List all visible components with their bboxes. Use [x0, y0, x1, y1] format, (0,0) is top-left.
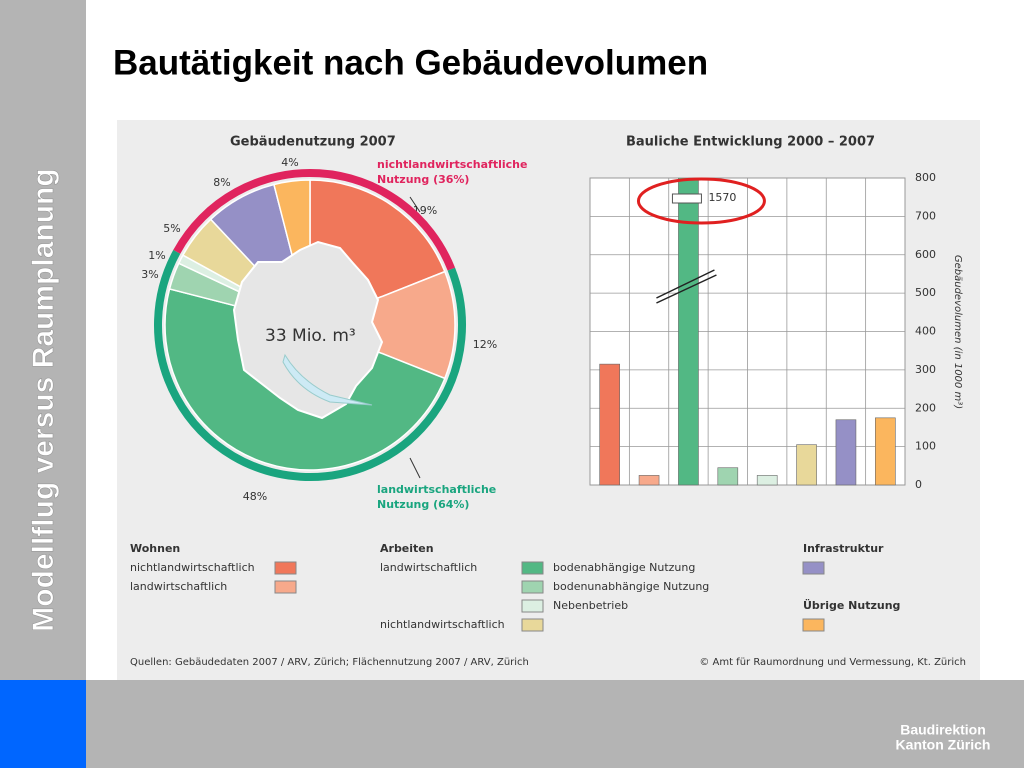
group-label: Nutzung (36%) [377, 173, 469, 186]
legend-swatch [521, 599, 544, 613]
bar [875, 417, 896, 486]
break-marker [671, 193, 702, 204]
legend-title: Infrastruktur [803, 542, 884, 555]
legend-swatch [521, 580, 544, 594]
group-ring [173, 169, 456, 271]
bar [756, 475, 778, 486]
bar [678, 178, 699, 486]
y-tick-label: 300 [915, 363, 936, 376]
slice-label: 8% [213, 176, 230, 189]
axis-break [656, 269, 715, 299]
bar [796, 444, 817, 486]
legend-label: landwirtschaftlich [380, 561, 477, 574]
y-tick-label: 0 [915, 478, 922, 491]
y-tick-label: 500 [915, 286, 936, 299]
center-label: 33 Mio. m³ [265, 326, 356, 346]
legend-swatch [802, 561, 825, 575]
y-tick-label: 100 [915, 440, 936, 453]
slice-label: 12% [473, 338, 497, 351]
slice-label: 3% [141, 268, 158, 281]
value-label: 1570 [708, 191, 736, 204]
legend-swatch [802, 618, 825, 632]
legend-label: Nebenbetrieb [553, 599, 628, 612]
y-tick-label: 700 [915, 209, 936, 222]
sidebar-text: Modellflug versus Raumplanung [27, 168, 60, 631]
legend-swatch [274, 580, 297, 594]
bar [717, 467, 739, 486]
group-label: nichtlandwirtschaftliche [377, 158, 527, 171]
legend-label: bodenabhängige Nutzung [553, 561, 695, 574]
y-tick-label: 600 [915, 248, 936, 261]
logo-line: Kanton Zürich [896, 737, 991, 753]
leader [409, 457, 421, 479]
bars [599, 178, 896, 486]
city-map [232, 240, 384, 420]
slice-label: 1% [148, 249, 165, 262]
group-label: landwirtschaftliche [377, 483, 496, 496]
lake [282, 353, 373, 406]
slice-label: 4% [281, 156, 298, 169]
legend-swatch [274, 561, 297, 575]
chart-title: Bauliche Entwicklung 2000 – 2007 [626, 135, 875, 150]
legend-swatch [521, 618, 544, 632]
chart-title: Gebäudenutzung 2007 [230, 135, 396, 150]
sidebar-block [0, 680, 86, 768]
axis-break [656, 274, 717, 304]
footer-source: Quellen: Gebäudedaten 2007 / ARV, Zürich… [130, 657, 529, 668]
bar [599, 363, 620, 486]
legend-label: bodenunabhängige Nutzung [553, 580, 709, 593]
y-axis-label: Gebäudevolumen (in 1000 m³) [952, 255, 963, 409]
highlight [636, 177, 766, 225]
group-label: Nutzung (64%) [377, 498, 469, 511]
leader [409, 196, 421, 213]
legend-title: Wohnen [130, 542, 180, 555]
legend-title: Übrige Nutzung [803, 598, 900, 612]
y-tick-label: 200 [915, 401, 936, 414]
y-tick-label: 400 [915, 325, 936, 338]
y-tick-label: 800 [915, 171, 936, 184]
legend-title: Arbeiten [380, 542, 434, 555]
legend-swatch [521, 561, 544, 575]
slice-label: 48% [243, 490, 267, 503]
legend-label: landwirtschaftlich [130, 580, 227, 593]
sidebar [0, 0, 86, 680]
bar [638, 475, 660, 486]
legend-label: nichtlandwirtschaftlich [380, 618, 505, 631]
pie-slice [307, 270, 456, 380]
logo-line: Baudirektion [900, 722, 986, 738]
bottom-band [86, 680, 1024, 768]
bar [835, 419, 857, 486]
slice-label: 5% [163, 222, 180, 235]
footer-copyright: © Amt für Raumordnung und Vermessung, Kt… [699, 657, 966, 668]
legend-label: nichtlandwirtschaftlich [130, 561, 255, 574]
group-ring [154, 249, 466, 481]
slide-title: Bautätigkeit nach Gebäudevolumen [113, 43, 708, 82]
